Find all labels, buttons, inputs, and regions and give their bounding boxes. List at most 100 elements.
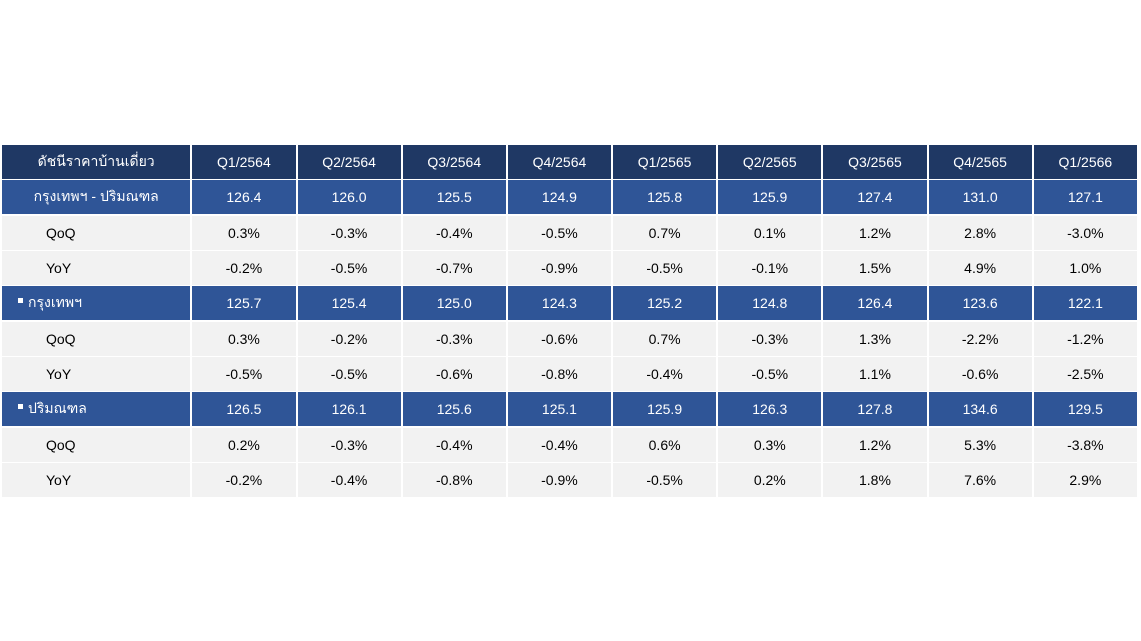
group-label: กรุงเทพฯ - ปริมณฑล — [2, 180, 193, 216]
change-row-qoq: QoQ 0.3% -0.3% -0.4% -0.5% 0.7% 0.1% 1.2% 2.8% -3… — [2, 216, 1139, 251]
change-value-cell: 2.8% — [928, 216, 1034, 251]
change-value-cell: -0.5% — [192, 357, 298, 392]
index-value-cell: 126.0 — [297, 180, 403, 216]
index-value-cell: 122.1 — [1033, 286, 1139, 322]
change-value-cell: -0.9% — [507, 463, 614, 498]
change-value-cell: -0.5% — [297, 251, 403, 286]
change-row-yoy: YoY -0.2% -0.4% -0.8% -0.9% -0.5% 0.2% 1.8% 7.6%… — [2, 463, 1139, 498]
index-value-cell: 131.0 — [928, 180, 1034, 216]
table-header-row: ดัชนีราคาบ้านเดี่ยว Q1/2564 Q2/2564 Q3/256… — [2, 145, 1139, 180]
change-value-cell: -0.5% — [613, 463, 719, 498]
index-value-cell: 125.8 — [613, 180, 719, 216]
change-value-cell: -0.6% — [507, 322, 614, 357]
change-value-cell: -0.4% — [402, 428, 508, 463]
change-value-cell: 1.8% — [823, 463, 929, 498]
change-row-qoq: QoQ 0.3% -0.2% -0.3% -0.6% 0.7% -0.3% 1.3% -2.2%… — [2, 322, 1139, 357]
column-header-Q2-2565: Q2/2565 — [718, 145, 824, 180]
change-value-cell: 5.3% — [928, 428, 1034, 463]
change-value-cell: 0.7% — [613, 216, 719, 251]
change-value-cell: 0.6% — [613, 428, 719, 463]
group-label: กรุงเทพฯ — [2, 286, 193, 322]
change-value-cell: -0.6% — [402, 357, 508, 392]
change-value-cell: -1.2% — [1033, 322, 1139, 357]
column-header-Q4-2565: Q4/2565 — [928, 145, 1034, 180]
change-value-cell: 1.2% — [823, 216, 929, 251]
index-value-cell: 125.9 — [613, 392, 719, 428]
index-value-cell: 125.9 — [718, 180, 824, 216]
column-header-Q3-2564: Q3/2564 — [402, 145, 508, 180]
index-value-cell: 125.4 — [297, 286, 403, 322]
change-row-label: YoY — [2, 357, 193, 392]
column-header-Q2-2564: Q2/2564 — [297, 145, 403, 180]
group-row: ปริมณฑล 126.5 126.1 125.6 125.1 125.9 126.3 127… — [2, 392, 1139, 428]
change-row-label: QoQ — [2, 322, 193, 357]
index-value-cell: 125.2 — [613, 286, 719, 322]
column-header-Q1-2566: Q1/2566 — [1033, 145, 1139, 180]
index-value-cell: 126.4 — [192, 180, 298, 216]
change-value-cell: -0.2% — [297, 322, 403, 357]
change-value-cell: -0.4% — [507, 428, 614, 463]
change-value-cell: -0.8% — [507, 357, 614, 392]
index-value-cell: 127.4 — [823, 180, 929, 216]
table-body: กรุงเทพฯ - ปริมณฑล 126.4 126.0 125.5 124.9 12… — [2, 180, 1139, 498]
change-value-cell: -0.7% — [402, 251, 508, 286]
change-row-label: YoY — [2, 251, 193, 286]
index-value-cell: 127.1 — [1033, 180, 1139, 216]
change-value-cell: 7.6% — [928, 463, 1034, 498]
group-label-text: กรุงเทพฯ — [28, 294, 82, 310]
change-value-cell: 2.9% — [1033, 463, 1139, 498]
bullet-icon — [18, 298, 23, 303]
header-label: ดัชนีราคาบ้านเดี่ยว — [2, 145, 193, 180]
change-value-cell: -0.1% — [718, 251, 824, 286]
index-value-cell: 124.3 — [507, 286, 614, 322]
index-value-cell: 125.7 — [192, 286, 298, 322]
change-value-cell: 0.1% — [718, 216, 824, 251]
change-value-cell: 0.3% — [718, 428, 824, 463]
change-value-cell: -0.4% — [613, 357, 719, 392]
index-value-cell: 125.6 — [402, 392, 508, 428]
change-row-label: QoQ — [2, 216, 193, 251]
change-value-cell: 0.3% — [192, 322, 298, 357]
change-value-cell: -0.5% — [613, 251, 719, 286]
change-value-cell: -0.4% — [297, 463, 403, 498]
change-value-cell: -0.5% — [297, 357, 403, 392]
change-value-cell: 4.9% — [928, 251, 1034, 286]
change-value-cell: -0.6% — [928, 357, 1034, 392]
group-row: กรุงเทพฯ - ปริมณฑล 126.4 126.0 125.5 124.9 12… — [2, 180, 1139, 216]
index-value-cell: 134.6 — [928, 392, 1034, 428]
change-value-cell: -0.3% — [297, 428, 403, 463]
house-price-index-table: ดัชนีราคาบ้านเดี่ยว Q1/2564 Q2/2564 Q3/256… — [2, 145, 1139, 498]
index-value-cell: 124.8 — [718, 286, 824, 322]
index-table-container: ดัชนีราคาบ้านเดี่ยว Q1/2564 Q2/2564 Q3/256… — [2, 145, 1139, 498]
column-header-Q4-2564: Q4/2564 — [507, 145, 614, 180]
change-value-cell: -0.2% — [192, 251, 298, 286]
index-value-cell: 125.5 — [402, 180, 508, 216]
change-value-cell: -0.8% — [402, 463, 508, 498]
change-value-cell: -3.8% — [1033, 428, 1139, 463]
change-value-cell: -0.5% — [718, 357, 824, 392]
change-value-cell: 1.3% — [823, 322, 929, 357]
column-header-Q3-2565: Q3/2565 — [823, 145, 929, 180]
change-value-cell: -3.0% — [1033, 216, 1139, 251]
index-value-cell: 127.8 — [823, 392, 929, 428]
change-value-cell: -0.4% — [402, 216, 508, 251]
change-row-yoy: YoY -0.2% -0.5% -0.7% -0.9% -0.5% -0.1% 1.5% 4.9… — [2, 251, 1139, 286]
change-value-cell: -0.3% — [402, 322, 508, 357]
index-value-cell: 123.6 — [928, 286, 1034, 322]
group-label-text: กรุงเทพฯ - ปริมณฑล — [33, 188, 159, 204]
change-row-label: QoQ — [2, 428, 193, 463]
change-value-cell: 1.1% — [823, 357, 929, 392]
change-value-cell: 0.2% — [718, 463, 824, 498]
column-header-Q1-2565: Q1/2565 — [613, 145, 719, 180]
column-header-Q1-2564: Q1/2564 — [192, 145, 298, 180]
index-value-cell: 126.4 — [823, 286, 929, 322]
change-value-cell: -0.3% — [718, 322, 824, 357]
index-value-cell: 126.3 — [718, 392, 824, 428]
change-value-cell: 1.5% — [823, 251, 929, 286]
group-row: กรุงเทพฯ 125.7 125.4 125.0 124.3 125.2 124.8 12… — [2, 286, 1139, 322]
index-value-cell: 125.0 — [402, 286, 508, 322]
change-value-cell: 0.2% — [192, 428, 298, 463]
index-value-cell: 129.5 — [1033, 392, 1139, 428]
change-value-cell: 1.2% — [823, 428, 929, 463]
change-value-cell: -0.2% — [192, 463, 298, 498]
